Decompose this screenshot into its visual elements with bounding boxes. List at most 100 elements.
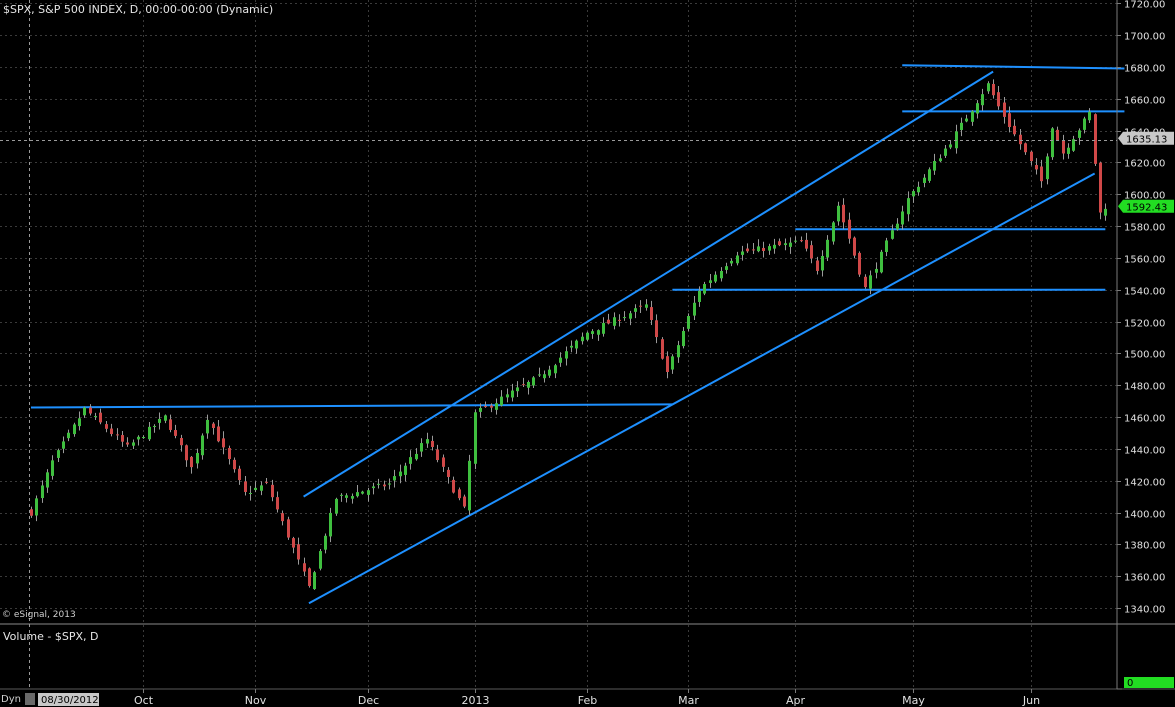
candle bbox=[618, 314, 621, 327]
candle-body bbox=[190, 456, 193, 468]
candle bbox=[650, 300, 653, 326]
candle-body bbox=[1008, 113, 1011, 128]
trendline[interactable] bbox=[902, 64, 1125, 70]
candle-body bbox=[901, 211, 904, 225]
candle-body bbox=[794, 240, 797, 242]
candle-body bbox=[180, 438, 183, 446]
candle-body bbox=[821, 255, 824, 271]
candle-body bbox=[238, 468, 241, 481]
candle-body bbox=[800, 240, 803, 242]
crosshair-price-badge: 1635.13 bbox=[1118, 131, 1174, 145]
candle bbox=[896, 218, 899, 231]
time-mode-label[interactable]: Dyn bbox=[1, 694, 21, 705]
candle-body bbox=[292, 538, 295, 548]
candle-body bbox=[848, 219, 851, 239]
candle bbox=[297, 537, 300, 565]
trendline[interactable] bbox=[30, 403, 673, 409]
candle-body bbox=[907, 198, 910, 215]
candle bbox=[997, 85, 1000, 110]
price-tick-label: 1500.00 bbox=[1124, 350, 1165, 361]
month-label: 2013 bbox=[462, 694, 490, 707]
candle-body bbox=[698, 290, 701, 302]
candle-body bbox=[495, 403, 498, 410]
time-mode-toggle[interactable] bbox=[25, 693, 35, 705]
candle bbox=[185, 444, 188, 467]
candle-body bbox=[468, 460, 471, 511]
candle-body bbox=[955, 131, 958, 149]
candle-body bbox=[671, 356, 674, 370]
candle-body bbox=[570, 345, 573, 348]
candle bbox=[126, 437, 129, 447]
candle-body bbox=[522, 384, 525, 386]
candle-body bbox=[89, 407, 92, 414]
candle bbox=[976, 100, 979, 119]
candle bbox=[559, 352, 562, 367]
price-tick-label: 1680.00 bbox=[1124, 64, 1165, 75]
candle bbox=[613, 312, 616, 330]
last-price-value: 1592.43 bbox=[1126, 202, 1167, 213]
candle bbox=[554, 363, 557, 379]
candle-body bbox=[303, 563, 306, 572]
time-axis[interactable]: Oct Nov Dec 2013 Feb Mar Apr May Jun bbox=[134, 689, 1040, 707]
price-tick-label: 1620.00 bbox=[1124, 159, 1165, 170]
candle bbox=[271, 479, 274, 502]
candle-body bbox=[1078, 130, 1081, 138]
trendline[interactable] bbox=[308, 172, 1096, 605]
candle-body bbox=[73, 424, 76, 435]
candle-body bbox=[559, 357, 562, 363]
candle bbox=[1019, 129, 1022, 150]
candle bbox=[383, 480, 386, 491]
month-label: Apr bbox=[786, 694, 806, 707]
month-label: Feb bbox=[578, 694, 597, 707]
candle-body bbox=[757, 246, 760, 252]
trendline[interactable] bbox=[303, 70, 994, 498]
candle bbox=[666, 351, 669, 379]
candle bbox=[939, 154, 942, 163]
candle bbox=[912, 189, 915, 203]
candle-body bbox=[682, 330, 685, 347]
candle-body bbox=[116, 434, 119, 436]
candle-body bbox=[426, 439, 429, 444]
candle-body bbox=[778, 241, 781, 246]
candle-body bbox=[613, 317, 616, 326]
candle-body bbox=[912, 191, 915, 197]
candle-body bbox=[340, 494, 343, 496]
candle-body bbox=[1088, 111, 1091, 121]
candle-body bbox=[629, 313, 632, 319]
price-tick-label: 1540.00 bbox=[1124, 287, 1165, 298]
candle-body bbox=[254, 487, 257, 491]
candle bbox=[736, 251, 739, 266]
candle bbox=[287, 516, 290, 540]
candle bbox=[164, 414, 167, 424]
candle-body bbox=[244, 481, 247, 492]
candle bbox=[452, 476, 455, 494]
candle bbox=[335, 497, 338, 516]
candle-body bbox=[297, 544, 300, 560]
candle-body bbox=[415, 453, 418, 460]
candle-body bbox=[212, 423, 215, 428]
candle bbox=[116, 428, 119, 441]
candle-body bbox=[666, 356, 669, 372]
candle bbox=[484, 401, 487, 408]
candle-body bbox=[976, 103, 979, 114]
price-tick-label: 1720.00 bbox=[1124, 0, 1165, 11]
candle-body bbox=[271, 484, 274, 498]
price-tick-label: 1340.00 bbox=[1124, 605, 1165, 616]
candle-body bbox=[458, 489, 461, 499]
candle bbox=[671, 354, 674, 374]
candle-body bbox=[447, 469, 450, 477]
candle bbox=[132, 439, 135, 449]
candle bbox=[1051, 127, 1054, 160]
candle bbox=[356, 485, 359, 498]
chart-title: $SPX, S&P 500 INDEX, D, 00:00-00:00 (Dyn… bbox=[3, 3, 273, 16]
candle bbox=[655, 314, 658, 344]
candle bbox=[41, 480, 44, 503]
candle bbox=[110, 423, 113, 437]
candle-body bbox=[805, 239, 808, 249]
candle bbox=[313, 570, 316, 590]
candle-body bbox=[565, 351, 568, 359]
candle bbox=[832, 221, 835, 245]
candle bbox=[94, 412, 97, 421]
candle bbox=[308, 567, 311, 588]
candle-body bbox=[420, 443, 423, 452]
